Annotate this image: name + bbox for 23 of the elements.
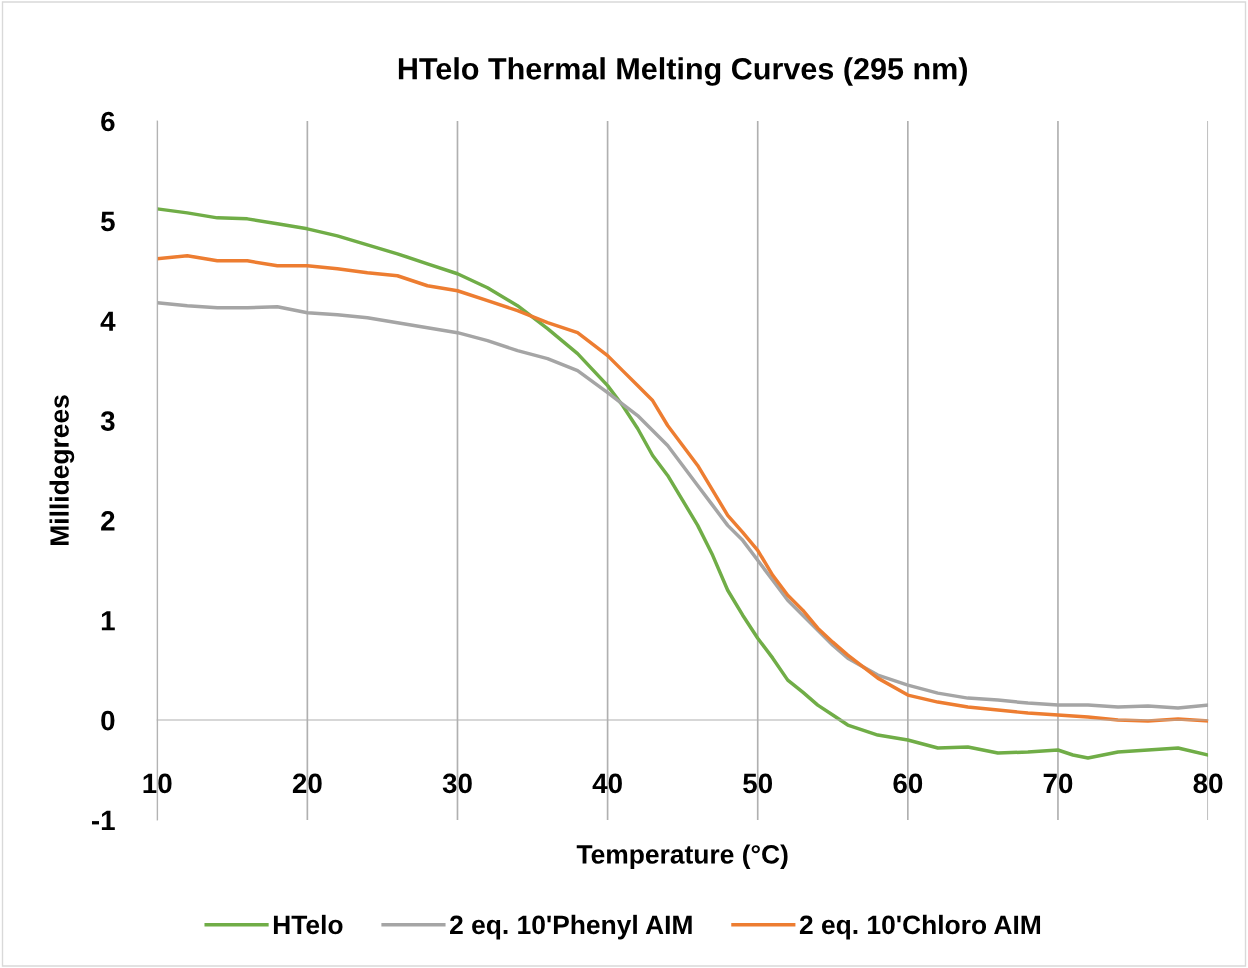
legend-label: HTelo <box>273 914 343 935</box>
x-tick-label: 10 <box>143 773 172 794</box>
y-tick-label: 1 <box>101 611 115 631</box>
x-tick-label: 60 <box>893 773 923 794</box>
y-tick-label: -1 <box>91 810 115 830</box>
y-tick-label: 4 <box>100 311 116 331</box>
legend-label: 2 eq. 10'Chloro AIM <box>799 914 1041 940</box>
x-tick-label: 50 <box>743 773 773 794</box>
legend-label: 2 eq. 10'Phenyl AIM <box>450 914 692 940</box>
x-tick-label: 30 <box>442 773 472 794</box>
y-tick-label: 2 <box>101 511 115 531</box>
x-tick-label: 80 <box>1193 773 1223 794</box>
y-tick-label: 0 <box>101 710 115 731</box>
x-tick-label: 70 <box>1043 773 1073 794</box>
x-axis-title: Temperature (°C) <box>576 844 788 869</box>
y-tick-label: 3 <box>100 411 115 431</box>
y-axis-title: Millidegrees <box>49 395 75 545</box>
line-series <box>157 207 1209 760</box>
y-tick-label: 6 <box>101 111 115 132</box>
x-tick-label: 20 <box>292 773 322 794</box>
chart-title: HTelo Thermal Melting Curves (295 nm) <box>398 57 967 86</box>
x-tick-label: 40 <box>592 773 622 794</box>
y-tick-label: 5 <box>100 211 115 232</box>
